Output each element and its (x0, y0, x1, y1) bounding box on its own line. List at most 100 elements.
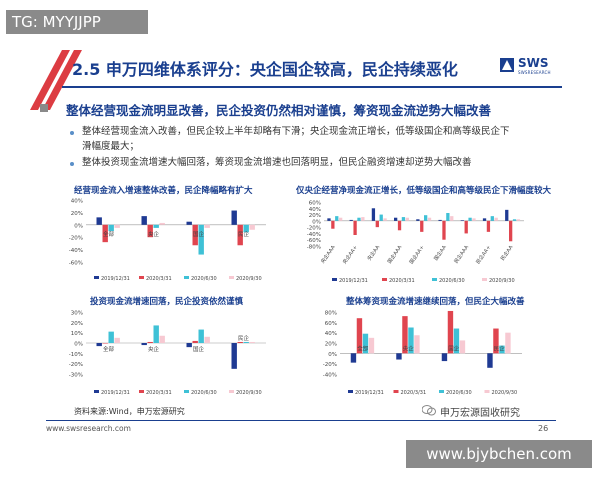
bar (402, 316, 408, 354)
legend-swatch (432, 278, 437, 281)
legend-label: 2020/6/30 (191, 390, 217, 396)
bar (368, 337, 375, 354)
legend-label: 2020/3/31 (401, 390, 427, 396)
y-tick-label: -60% (307, 238, 321, 244)
category-label: 央企 (148, 345, 160, 353)
bar (450, 216, 454, 221)
bar (464, 220, 468, 234)
bullet-2-line-1: 整体投资现金流增速大幅回落，筹资现金流增速也回落明显，但民企融资增速却逆势大幅改… (82, 157, 472, 168)
bullet-1-line-2: 滑幅度最大； (82, 141, 140, 152)
bar (414, 335, 420, 354)
y-tick-label: -40% (69, 248, 83, 254)
bar (198, 329, 204, 343)
bar (401, 217, 406, 221)
bar (427, 217, 432, 221)
chart-2-title: 仅央企经营净现金流正增长，低等级国企和高等级民企下滑幅度较大 (296, 186, 552, 196)
category-label: 央企AA (366, 244, 382, 262)
y-tick-label: 0% (328, 352, 337, 358)
legend-label: 2020/3/31 (146, 276, 172, 282)
bar (153, 325, 159, 343)
bar (243, 224, 249, 233)
y-tick-label: 40% (325, 331, 337, 337)
category-label: 国企AAA (386, 244, 404, 265)
y-tick-label: 20% (309, 213, 321, 219)
legend-label: 2019/12/31 (101, 276, 130, 282)
legend-swatch (484, 390, 490, 393)
bar (353, 220, 357, 235)
bar (204, 336, 210, 343)
legend-swatch (94, 390, 99, 393)
bar (331, 220, 335, 229)
bar (371, 208, 376, 221)
chart-2: 60%40%20%0%-20%-40%-60%-80% 央企AAA 央企AA+ 央企A… (307, 201, 524, 284)
bar (438, 219, 442, 221)
bar (159, 335, 165, 343)
bar (442, 220, 446, 240)
legend-swatch (482, 278, 487, 281)
bar (494, 217, 498, 221)
heading-bullet-icon (40, 104, 48, 112)
legend-swatch (139, 390, 144, 393)
legend-swatch (332, 278, 337, 281)
y-tick-label: 60% (309, 201, 321, 207)
bar (102, 224, 108, 243)
y-tick-label: 40% (71, 199, 83, 205)
watermark-bottom: www.bjybchen.com (406, 440, 592, 468)
legend-label: 2019/12/31 (355, 390, 384, 396)
bar (192, 224, 198, 246)
bar (198, 224, 204, 255)
bar (147, 341, 153, 343)
legend-label: 2020/9/30 (489, 278, 515, 284)
category-label: 国企 (193, 345, 205, 353)
bar (375, 220, 379, 228)
bar (114, 337, 120, 343)
bar (379, 214, 383, 221)
category-label: 全部 (103, 230, 115, 238)
legend-swatch (439, 390, 444, 393)
bar (204, 224, 210, 228)
bar (396, 353, 402, 360)
bar (505, 332, 511, 354)
legend-swatch (348, 390, 353, 393)
bar (362, 333, 369, 354)
bar (350, 353, 357, 363)
bar (453, 328, 460, 354)
category-label: 国企 (448, 344, 460, 352)
y-tick-label: -60% (69, 261, 83, 267)
bar (108, 331, 114, 343)
bar (394, 217, 398, 221)
sws-logo-icon (500, 58, 514, 72)
bar (357, 217, 361, 221)
bar (499, 345, 505, 354)
chart-1-title: 经营现金流入增速整体改善，民企降幅略有扩大 (74, 186, 253, 196)
y-tick-label: -30% (69, 373, 83, 379)
bar (114, 224, 120, 228)
bar (487, 353, 493, 368)
category-label: 央企 (403, 344, 415, 352)
legend-swatch (382, 278, 387, 281)
legend-label: 2020/6/30 (446, 390, 472, 396)
legend-label: 2019/12/31 (339, 278, 368, 284)
bar (186, 221, 192, 225)
bullet-dot-icon (70, 131, 74, 135)
bar (243, 341, 249, 343)
bar (96, 343, 102, 347)
bar (327, 218, 331, 221)
category-label: 央企AAA (319, 244, 337, 265)
legend-label: 2020/3/31 (389, 278, 415, 284)
y-tick-label: 0% (74, 223, 83, 229)
chart-4-title: 整体筹资现金流增速继续回落，但民企大幅改善 (346, 297, 525, 307)
y-tick-label: 40% (309, 207, 321, 213)
bar (361, 217, 365, 221)
category-label: 民企AA+ (474, 244, 492, 265)
wechat-account: 申万宏源固收研究 (440, 408, 520, 419)
chart-4: 80% 60% 40% 20% 0% -20% -40% 全部 央企 国企 民企 2019/12/31… (323, 311, 522, 396)
category-label: 民企 (238, 334, 250, 342)
title-rule (62, 86, 562, 88)
y-tick-label: -10% (69, 352, 83, 358)
y-tick-label: -20% (69, 362, 83, 368)
bar (186, 343, 192, 348)
bar (493, 328, 499, 354)
bar (96, 217, 102, 225)
category-label: 全部 (103, 345, 115, 353)
